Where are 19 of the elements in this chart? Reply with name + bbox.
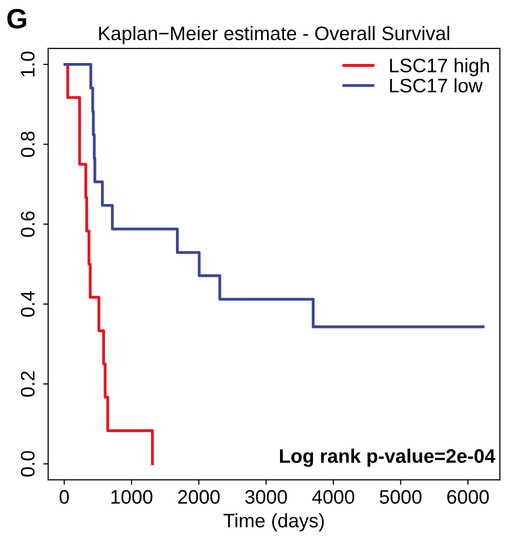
x-axis-title: Time (days) (224, 513, 324, 532)
y-tick-label: 0.6 (20, 212, 35, 237)
y-tick-label: 0.8 (20, 132, 35, 158)
y-tick-label: 1.0 (20, 52, 35, 76)
annotation: Log rank p-value=2e-04 (280, 448, 496, 467)
x-tick-label: 5000 (380, 490, 422, 504)
y-tick-label: 0.4 (20, 291, 35, 317)
x-tick-label: 2000 (178, 490, 220, 504)
y-tick-label: 0.0 (20, 451, 35, 477)
chart-title: Kaplan−Meier estimate - Overall Survival (99, 26, 450, 44)
x-tick-label: 3000 (245, 490, 287, 504)
x-tick-label: 6000 (447, 490, 489, 504)
x-tick-label: 0 (60, 490, 69, 504)
text: G (7, 8, 26, 29)
legend-label: LSC17 low (390, 78, 483, 92)
legend-label: LSC17 high (390, 58, 489, 76)
y-tick-label: 0.2 (20, 371, 35, 397)
x-tick-label: 4000 (312, 490, 354, 504)
x-tick-label: 1000 (111, 490, 152, 504)
